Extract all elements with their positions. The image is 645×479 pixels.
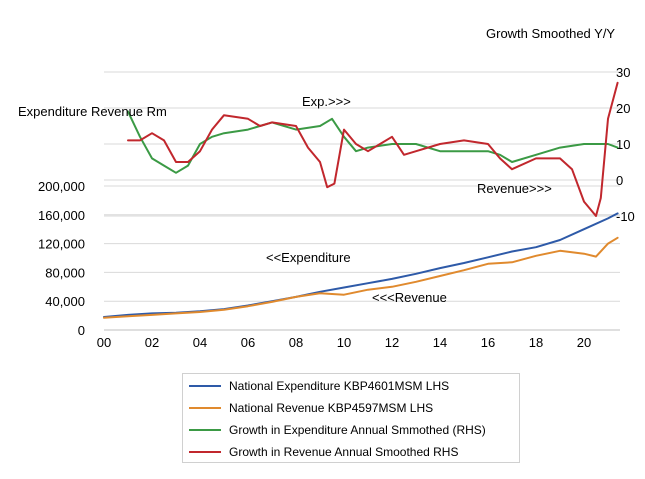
annotation-revenue-right: Revenue>>>: [477, 181, 552, 196]
x-tick-label: 16: [481, 335, 495, 350]
y-left-tick-label: 160,000: [38, 208, 85, 223]
legend-item: Growth in Revenue Annual Smoothed RHS: [189, 442, 458, 462]
x-tick-label: 02: [145, 335, 159, 350]
annotation-expenditure-lhs: <<Expenditure: [266, 250, 351, 265]
x-tick-label: 20: [577, 335, 591, 350]
y-right-tick-label: 10: [616, 137, 630, 152]
y-right-tick-label: 30: [616, 65, 630, 80]
y-right-tick-label: 20: [616, 101, 630, 116]
x-tick-label: 14: [433, 335, 447, 350]
legend-label: National Expenditure KBP4601MSM LHS: [229, 379, 450, 393]
y-left-tick-label: 40,000: [45, 294, 85, 309]
series-lines: [103, 81, 619, 319]
series-line-1: [103, 236, 619, 319]
x-tick-label: 06: [241, 335, 255, 350]
legend-item: Growth in Expenditure Annual Smmothed (R…: [189, 420, 486, 440]
x-tick-label: 08: [289, 335, 303, 350]
legend-swatch-rev-growth: [189, 451, 221, 453]
legend-item: National Revenue KBP4597MSM LHS: [189, 398, 433, 418]
y-left-tick-label: 120,000: [38, 237, 85, 252]
legend-swatch-exp-growth: [189, 429, 221, 431]
legend-label: Growth in Expenditure Annual Smmothed (R…: [229, 423, 486, 437]
gridlines: [104, 71, 620, 331]
legend-label: Growth in Revenue Annual Smoothed RHS: [229, 445, 459, 459]
y-left-tick-label: 80,000: [45, 265, 85, 280]
legend-swatch-expenditure: [189, 385, 221, 387]
legend-label: National Revenue KBP4597MSM LHS: [229, 401, 434, 415]
legend-swatch-revenue: [189, 407, 221, 409]
series-line-2: [127, 110, 619, 174]
left-axis-title: Expenditure Revenue Rm: [18, 104, 167, 119]
series-line-3: [127, 81, 619, 217]
annotation-revenue-lhs: <<<Revenue: [372, 290, 447, 305]
y-right-tick-label: 0: [616, 173, 623, 188]
y-left-tick-label: 200,000: [38, 179, 85, 194]
y-left-tick-label: 0: [78, 323, 85, 338]
x-tick-label: 12: [385, 335, 399, 350]
x-tick-label: 18: [529, 335, 543, 350]
x-tick-label: 00: [97, 335, 111, 350]
x-tick-label: 04: [193, 335, 207, 350]
annotation-exp: Exp.>>>: [302, 94, 351, 109]
y-right-tick-label: -10: [616, 209, 635, 224]
x-tick-label: 10: [337, 335, 351, 350]
legend: National Expenditure KBP4601MSM LHS Nati…: [182, 373, 520, 463]
legend-item: National Expenditure KBP4601MSM LHS: [189, 376, 449, 396]
axes: 0 40,000 80,000 120,000 160,000 200,000 -10 0 10…: [38, 65, 635, 350]
right-axis-title: Growth Smoothed Y/Y: [486, 26, 615, 41]
